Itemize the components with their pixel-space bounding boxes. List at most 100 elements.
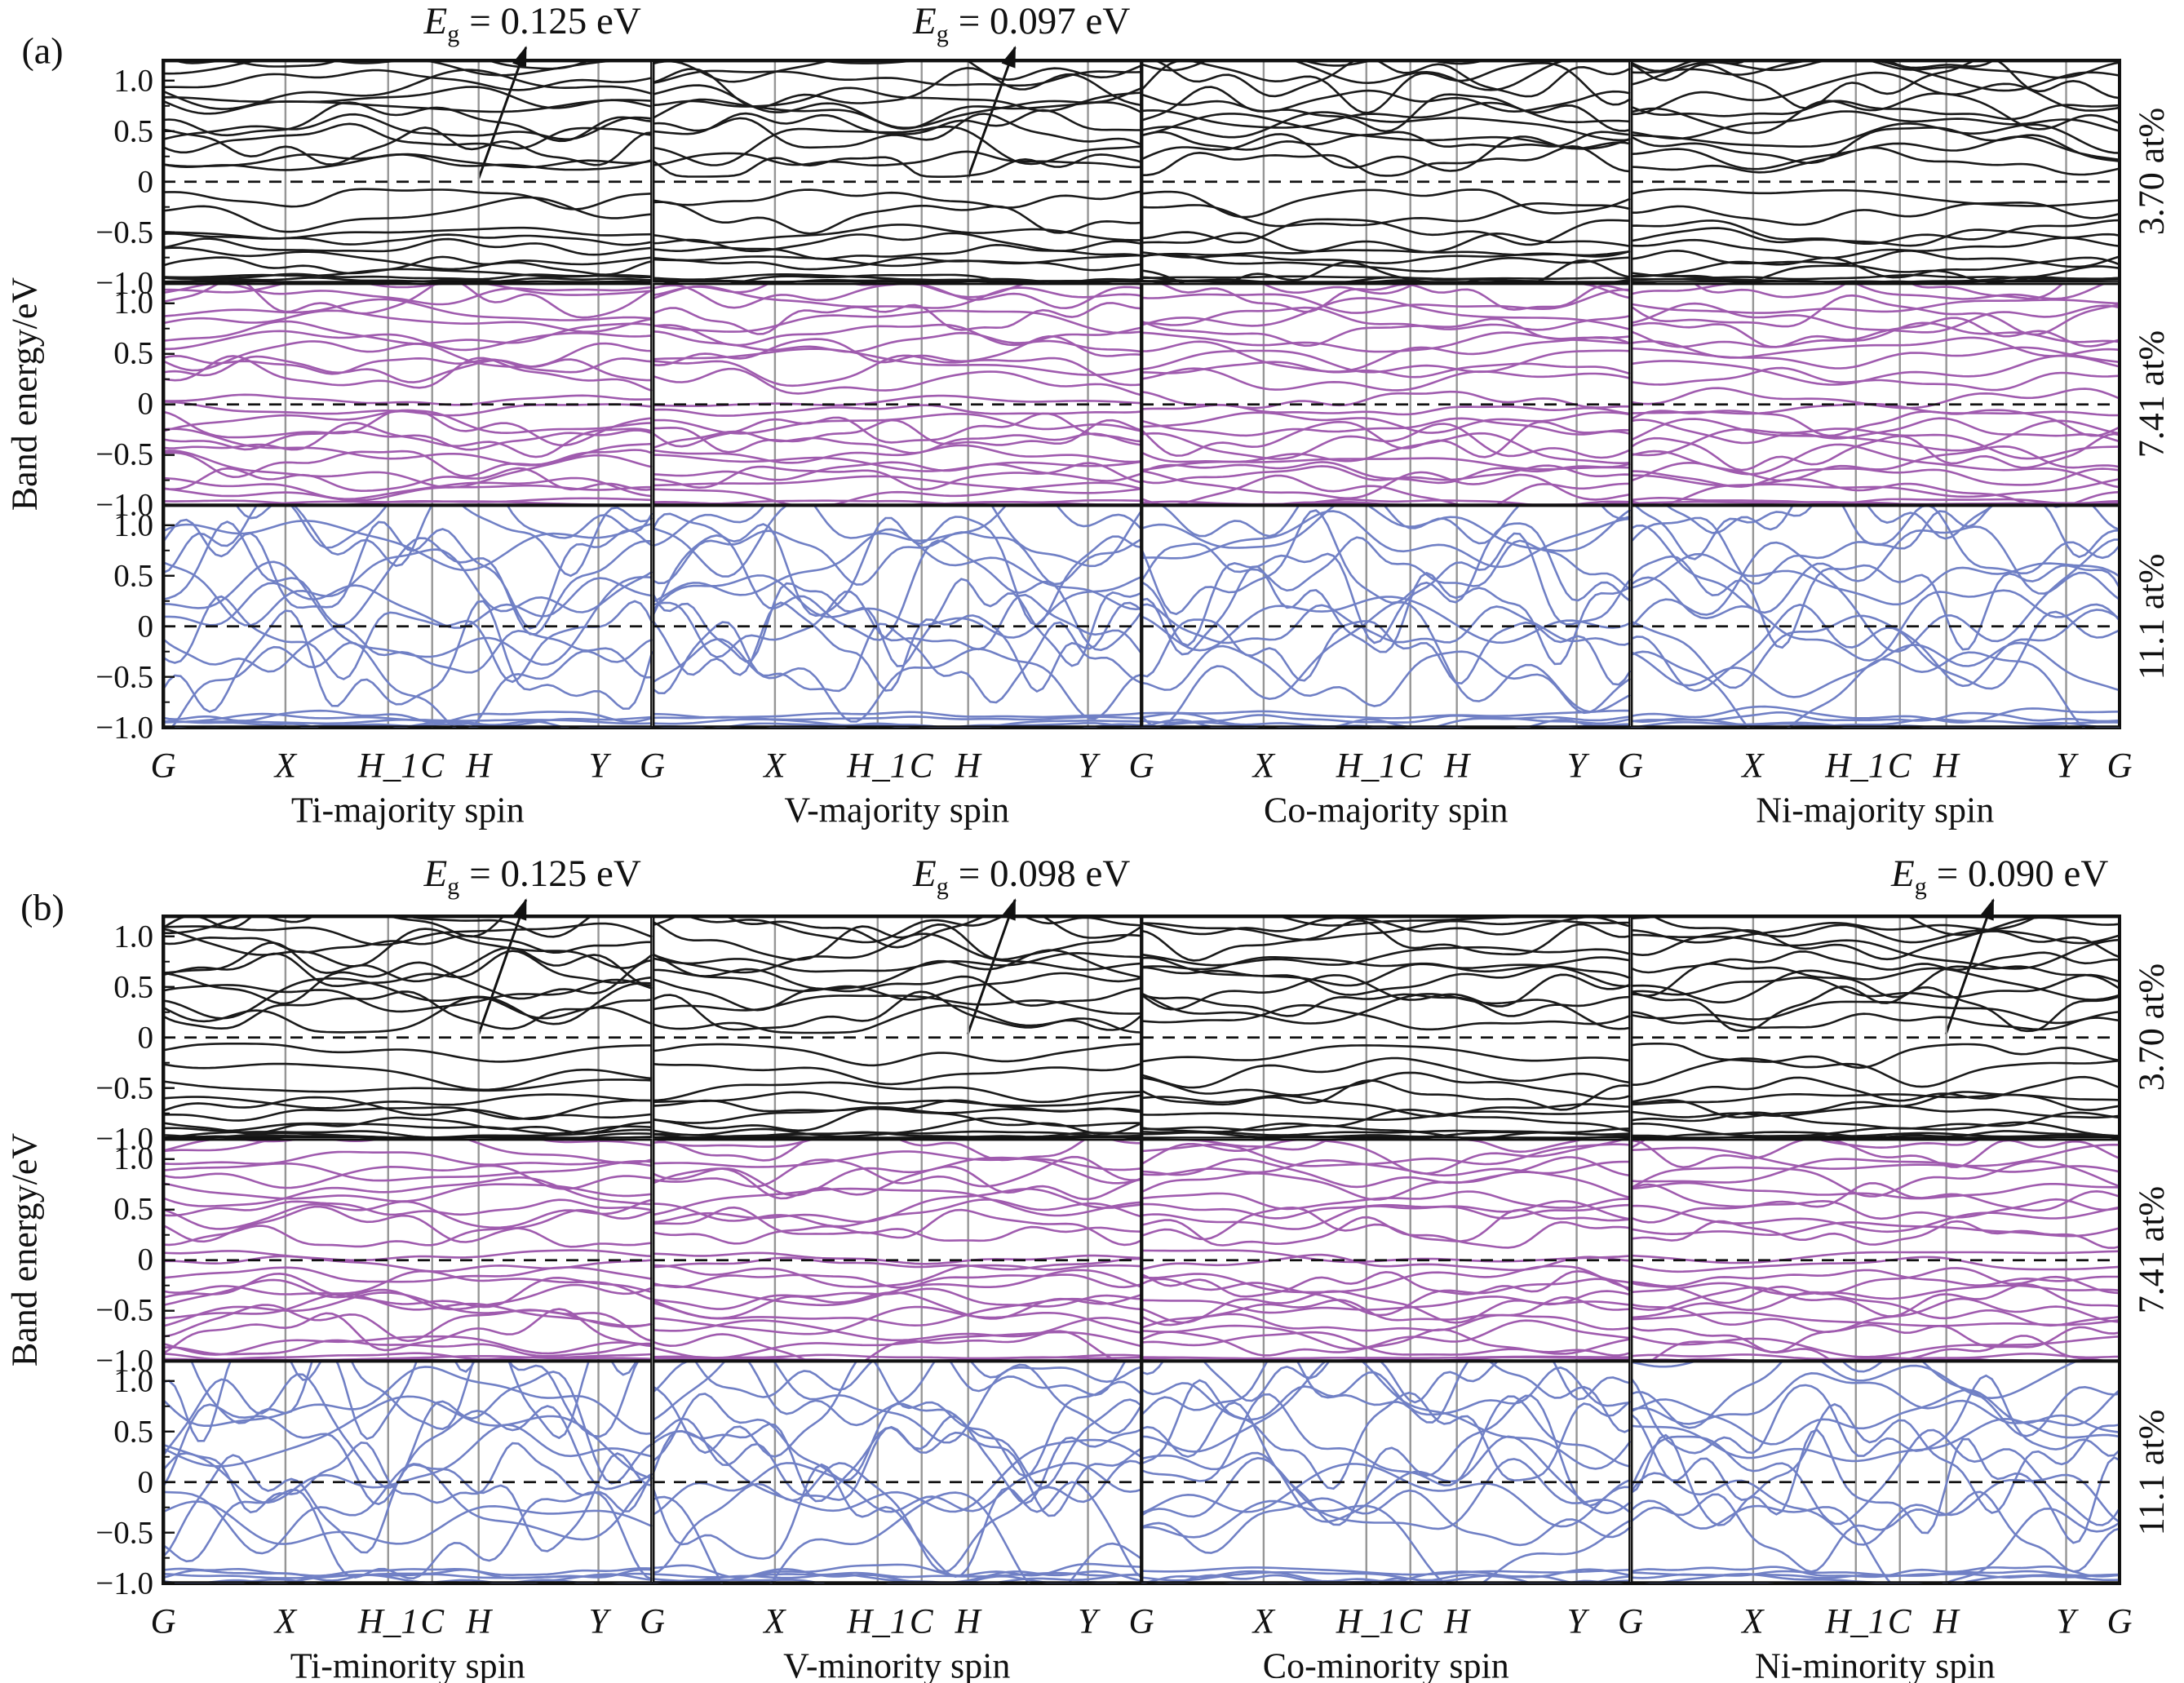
energy-band [163,600,653,714]
kpoint-label-b-c1-5: Y [1078,1602,1098,1641]
energy-band [1630,1357,2120,1362]
column-title-b-3: Ni-minority spin [1754,1645,1996,1683]
energy-band [1630,1011,2120,1031]
energy-band [1630,294,2120,336]
energy-band [1141,457,1631,472]
energy-band [163,1138,653,1164]
energy-band [1141,1331,1631,1356]
ytick-label-b-row0-2: 0 [137,1020,154,1056]
energy-band [652,453,1141,472]
concentration-label-a-row1: 7.41 at% [2131,330,2172,458]
energy-band [163,1128,653,1139]
subplot-border [652,1361,1141,1583]
energy-band [1170,1138,1588,1153]
band-gap-annotation-b-1: Eg = 0.098 eV [913,852,1130,901]
kpoint-label-a-c1-4: H [955,746,981,786]
energy-band [163,1248,653,1261]
energy-band [1141,992,1631,1030]
energy-band [652,1462,1141,1517]
energy-band [1141,1566,1631,1576]
energy-band [1630,650,2120,728]
band-plot-panelb-row0-col1 [652,916,1141,1139]
energy-band [652,354,1141,387]
energy-band [1141,1579,1631,1583]
energy-band [652,301,1141,335]
ytick-label-a-row0-0: 1.0 [113,63,153,99]
kpoint-label-a-G3: G [1617,746,1644,786]
kpoint-label-b-c3-5: Y [2056,1602,2076,1641]
kpoint-label-b-G4: G [2106,1602,2133,1641]
energy-band [1141,565,1631,666]
band-plot-panelb-row2-col3 [1630,1361,2120,1583]
energy-band [163,246,653,271]
energy-band [652,505,1141,547]
energy-band [1141,712,1631,728]
energy-band [1141,1253,1631,1271]
energy-band [163,1366,653,1436]
eg-subscript: g [447,873,460,901]
energy-band [1141,60,1631,114]
kpoint-label-a-c2-1: X [1252,746,1275,786]
energy-band [163,577,653,630]
energy-band [1630,1111,2120,1130]
energy-band [652,150,1141,169]
column-title-a-3: Ni-majority spin [1756,790,1995,830]
ytick-label-a-row1-4: −1.0 [95,487,153,523]
energy-band [163,1255,653,1273]
energy-band [1630,477,2120,506]
energy-band [1141,349,1631,374]
energy-band [163,484,653,502]
energy-band [1141,603,1631,647]
band-plot-panela-row1-col0 [163,282,653,506]
energy-band [652,1198,1141,1228]
kpoint-label-a-c1-2: H_1 [847,746,908,786]
eg-value: = 0.097 eV [958,0,1131,42]
energy-band [163,282,653,319]
energy-band [1630,556,2120,651]
ytick-label-a-row1-3: −0.5 [95,436,153,472]
column-title-a-1: V-majority spin [784,790,1010,830]
ytick-label-b-row0-4: −1.0 [95,1121,153,1157]
energy-band [652,1081,1141,1104]
energy-band [163,1042,653,1063]
energy-band [1630,1075,2120,1103]
energy-band [652,1165,1141,1200]
eg-subscript: g [447,20,460,48]
kpoint-label-a-G4: G [2106,746,2133,786]
energy-band [1630,1282,2120,1318]
energy-band [652,916,1141,944]
energy-band [163,1424,653,1504]
energy-band [652,1043,1141,1067]
kpoint-label-b-G1: G [639,1602,666,1641]
energy-band [1630,973,2120,999]
band-plot-panelb-row2-col2 [1141,1361,1631,1583]
energy-band [1141,417,1631,436]
energy-band [1630,1428,2120,1544]
energy-band [652,367,1141,396]
concentration-label-b-row2: 11.1 at% [2131,1409,2172,1536]
kpoint-label-a-c2-5: Y [1566,746,1587,786]
energy-band [163,1198,653,1230]
energy-band [163,1159,653,1182]
energy-band [652,60,1141,83]
ytick-label-a-row0-4: −1.0 [95,265,153,301]
y-axis-label-panel-a: Band energy/eV [4,277,45,512]
energy-band [652,188,1141,209]
energy-band [1630,474,2120,498]
kpoint-label-a-c0-4: H [466,746,492,786]
energy-band [652,498,1141,505]
concentration-label-a-row0: 3.70 at% [2131,108,2172,236]
energy-band [1630,249,2120,268]
kpoint-label-b-c0-2: H_1 [357,1602,419,1641]
energy-band [652,534,1141,652]
eg-symbol: E [913,852,937,895]
band-plot-panelb-row0-col0 [163,916,653,1139]
energy-band [1141,601,1631,728]
energy-band [163,1198,653,1216]
energy-band [1141,469,1631,501]
energy-band [163,476,653,500]
energy-band [1141,919,1631,962]
energy-band [163,548,653,627]
energy-band [163,1573,653,1583]
energy-band [652,113,1141,149]
